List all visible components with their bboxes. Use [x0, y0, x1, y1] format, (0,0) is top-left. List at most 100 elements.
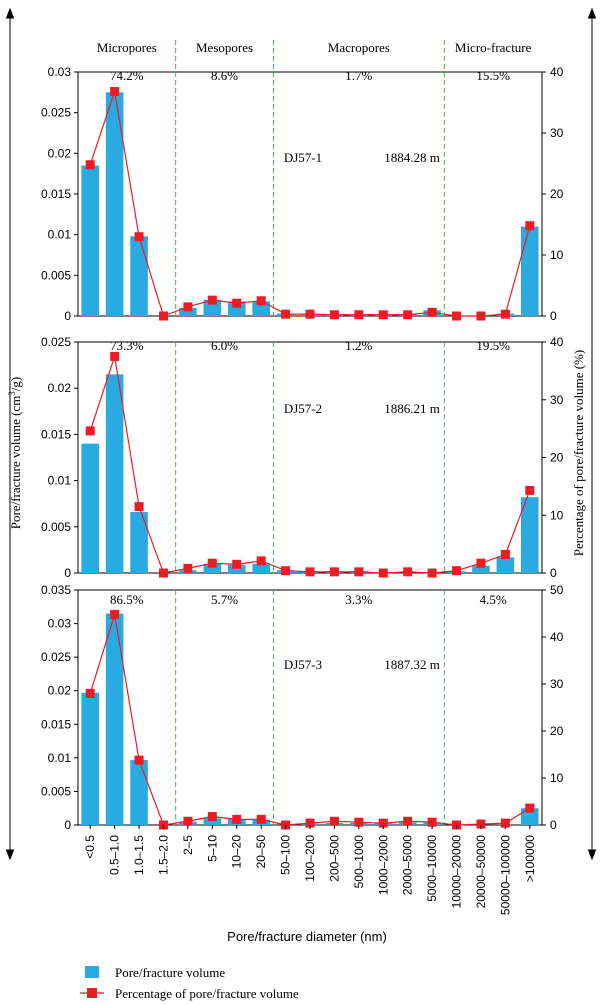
sample-label: DJ57-1: [284, 150, 322, 165]
y-axis-label-right: Percentage of pore/fracture volume (%): [571, 350, 586, 556]
bar-7: [252, 563, 270, 573]
percentage-marker-10: [329, 567, 339, 577]
x-axis-title: Pore/fracture diameter (nm): [227, 929, 387, 944]
y-tick-label-left: 0.015: [41, 427, 71, 441]
y-tick-label-right: 20: [550, 187, 564, 201]
y-tick-label-right: 20: [550, 451, 564, 465]
bar-0: [81, 692, 100, 825]
x-tick-label: <0.5: [83, 835, 97, 859]
y-tick-label-right: 40: [550, 65, 564, 79]
y-tick-label-left: 0.025: [41, 335, 71, 349]
percentage-marker-17: [500, 550, 510, 560]
percentage-marker-13: [403, 816, 413, 826]
y-tick-label-right: 0: [550, 309, 557, 323]
x-tick-label: 200–500: [327, 835, 341, 882]
x-tick-label: 5–10: [205, 835, 219, 862]
percentage-marker-10: [329, 310, 339, 320]
bar-6: [227, 564, 246, 573]
y-tick-label-left: 0: [64, 309, 71, 323]
y-tick-label-left: 0.02: [48, 381, 72, 395]
x-tick-label: >100000: [523, 835, 537, 882]
percentage-marker-2: [134, 232, 144, 242]
y-tick-label-left: 0.01: [48, 228, 72, 242]
percentage-marker-14: [427, 307, 437, 317]
y-tick-label-right: 10: [550, 508, 564, 522]
y-tick-label-left: 0.005: [41, 520, 71, 534]
percentage-marker-0: [85, 688, 95, 698]
percentage-marker-6: [232, 298, 242, 308]
y-tick-label-left: 0.015: [41, 717, 71, 731]
bar-17: [496, 557, 515, 573]
percentage-marker-5: [207, 558, 217, 568]
y-tick-label-left: 0: [64, 566, 71, 580]
x-tick-label: 2–5: [181, 835, 195, 855]
y-tick-label-left: 0.035: [41, 583, 71, 597]
percentage-marker-5: [207, 812, 217, 822]
percentage-marker-9: [305, 818, 315, 828]
left-axis-arrow: [5, 7, 15, 861]
percentage-line: [89, 91, 531, 317]
percentage-marker-18: [525, 485, 535, 495]
percentage-marker-11: [354, 310, 364, 320]
y-tick-label-right: 50: [550, 583, 564, 597]
bar-1: [105, 92, 124, 316]
y-tick-label-right: 10: [550, 771, 564, 785]
percentage-marker-13: [403, 310, 413, 320]
y-tick-label-right: 30: [550, 677, 564, 691]
x-tick-label: 50–100: [279, 835, 293, 875]
sample-label: DJ57-3: [284, 657, 322, 672]
region-percentage: 86.5%: [110, 592, 144, 607]
percentage-marker-2: [134, 755, 144, 765]
y-tick-label-right: 40: [550, 335, 564, 349]
x-tick-label: 1000–2000: [376, 835, 390, 895]
y-tick-label-left: 0.005: [41, 268, 71, 282]
x-tick-label: 20000–50000: [474, 835, 488, 909]
percentage-marker-2: [134, 502, 144, 512]
y-tick-label-left: 0.03: [48, 617, 72, 631]
percentage-marker-13: [403, 567, 413, 577]
percentage-marker-7: [256, 556, 266, 566]
percentage-marker-1: [110, 351, 120, 361]
percentage-marker-4: [183, 816, 193, 826]
panel-dj57-1: 0 0.005 0.01 0.015 0.02 0.025 0.03 0 10 20 30 40 74.…: [41, 40, 564, 323]
bar-2: [130, 759, 148, 825]
region-title-mesopores: Mesopores: [196, 40, 253, 55]
bar-2: [130, 236, 148, 316]
y-tick-label-right: 0: [550, 818, 557, 832]
y-tick-label-left: 0.02: [48, 684, 72, 698]
region-percentage: 4.5%: [480, 592, 507, 607]
bar-2: [130, 512, 148, 573]
bar-5: [203, 818, 222, 825]
y-tick-label-right: 30: [550, 126, 564, 140]
region-percentage: 3.3%: [345, 592, 372, 607]
percentage-marker-1: [110, 87, 120, 97]
percentage-marker-17: [500, 309, 510, 319]
bar-5: [203, 563, 222, 573]
percentage-marker-15: [452, 566, 462, 576]
percentage-marker-16: [476, 558, 486, 568]
percentage-marker-7: [256, 814, 266, 824]
sample-label: DJ57-2: [284, 401, 322, 416]
x-tick-label: 2000–5000: [401, 835, 415, 895]
y-tick-label-left: 0.01: [48, 751, 72, 765]
percentage-marker-4: [183, 563, 193, 573]
legend-label-percentage: Percentage of pore/fracture volume: [115, 986, 299, 1001]
percentage-marker-18: [525, 221, 535, 231]
x-tick-label: 5000–10000: [425, 835, 439, 902]
percentage-marker-12: [378, 568, 388, 578]
percentage-marker-10: [329, 816, 339, 826]
percentage-line: [89, 614, 531, 826]
region-title-micropores: Micropores: [97, 40, 157, 55]
percentage-marker-12: [378, 310, 388, 320]
y-tick-label-left: 0.01: [48, 474, 72, 488]
region-percentage: 1.2%: [345, 338, 372, 353]
percentage-marker-4: [183, 302, 193, 312]
y-tick-label-right: 10: [550, 248, 564, 262]
percentage-marker-8: [281, 566, 291, 576]
percentage-marker-14: [427, 568, 437, 578]
region-percentage: 1.7%: [345, 68, 372, 83]
percentage-marker-7: [256, 296, 266, 306]
percentage-marker-3: [158, 568, 168, 578]
y-tick-label-left: 0: [64, 818, 71, 832]
percentage-marker-9: [305, 567, 315, 577]
